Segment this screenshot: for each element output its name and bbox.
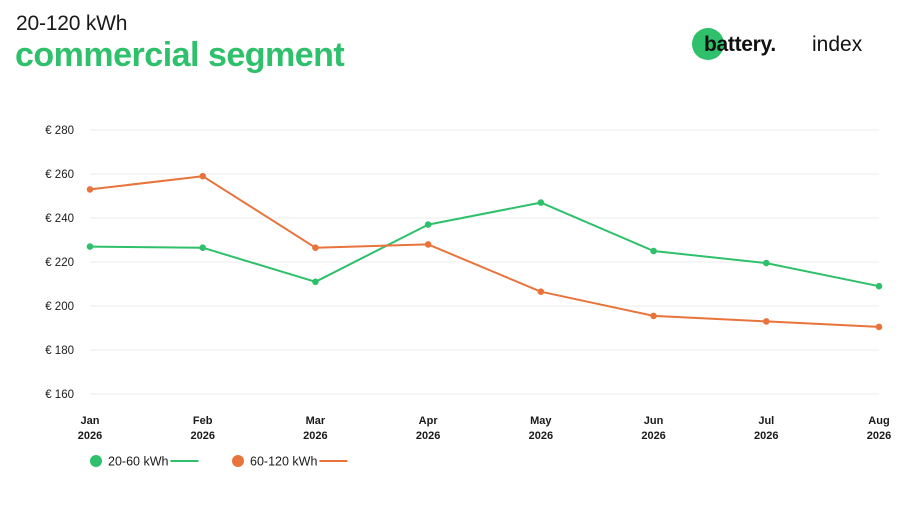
- y-tick-label: € 200: [45, 301, 74, 313]
- x-tick-label-month: Apr: [419, 415, 439, 427]
- data-point: [312, 278, 319, 286]
- data-point: [199, 172, 207, 180]
- data-point: [537, 199, 545, 206]
- data-point: [762, 318, 770, 325]
- x-tick-label-month: Jun: [644, 415, 664, 427]
- x-tick-label-year: 2026: [190, 430, 214, 442]
- x-tick-label-year: 2026: [754, 430, 778, 442]
- data-point: [650, 247, 657, 255]
- y-tick-label: € 220: [45, 257, 74, 269]
- x-tick-label-year: 2026: [641, 430, 665, 442]
- data-point: [424, 221, 432, 228]
- series-line-1: [89, 201, 880, 288]
- x-tick-label-month: Mar: [306, 415, 326, 427]
- legend-label-1: 20-60 kWh: [108, 455, 168, 469]
- x-tick-label-month: May: [530, 415, 552, 427]
- x-tick-label-year: 2026: [416, 430, 440, 442]
- data-point: [86, 186, 94, 193]
- x-tick-label-month: Aug: [868, 415, 889, 427]
- logo-brand: battery.: [704, 33, 776, 56]
- data-point: [312, 244, 319, 251]
- legend-marker-2: [232, 455, 244, 467]
- logo-suffix: index: [812, 33, 863, 56]
- data-point: [424, 241, 432, 248]
- x-tick-label-year: 2026: [303, 430, 327, 442]
- data-point: [86, 243, 94, 250]
- x-tick-label-month: Jul: [758, 415, 774, 427]
- data-point: [875, 282, 883, 290]
- legend-marker-1: [90, 455, 102, 467]
- series-line-2: [89, 175, 880, 328]
- y-tick-label: € 280: [45, 125, 74, 137]
- y-tick-label: € 260: [45, 169, 74, 181]
- legend-label-2: 60-120 kWh: [250, 455, 317, 469]
- x-tick-label-month: Jan: [81, 415, 100, 427]
- y-tick-label: € 240: [45, 213, 74, 225]
- y-tick-label: € 180: [45, 345, 74, 357]
- battery-index-logo: battery.: [692, 28, 776, 62]
- data-point: [762, 259, 770, 267]
- y-tick-label: € 160: [45, 389, 74, 401]
- chart-title: commercial segment: [15, 36, 345, 74]
- data-point: [537, 288, 545, 296]
- data-point: [650, 312, 657, 320]
- x-tick-label-month: Feb: [193, 415, 213, 427]
- data-point: [199, 244, 207, 251]
- x-tick-label-year: 2026: [78, 430, 102, 442]
- x-tick-label-year: 2026: [867, 430, 891, 442]
- x-tick-label-year: 2026: [529, 430, 553, 442]
- chart-subtitle: 20-120 kWh: [16, 12, 128, 35]
- logo-dot-icon: [692, 28, 724, 60]
- data-point: [875, 323, 883, 331]
